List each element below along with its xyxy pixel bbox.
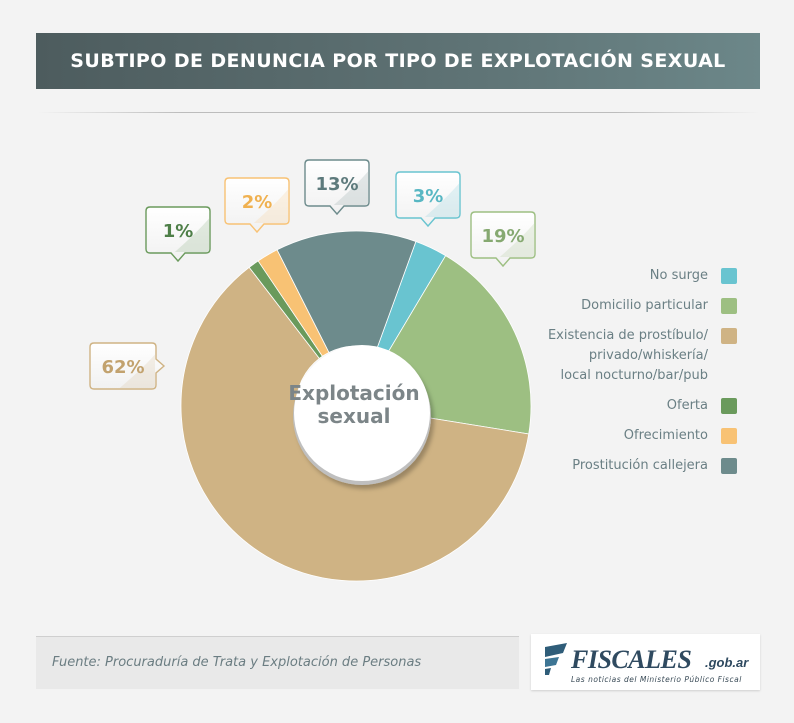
- callout-box: [304, 159, 370, 216]
- footer: Fuente: Procuraduría de Trata y Explotac…: [36, 636, 519, 689]
- center-label-line-2: sexual: [318, 404, 391, 428]
- callout-shade: [119, 354, 155, 388]
- legend-item-oferta: Oferta: [667, 396, 737, 416]
- divider: [38, 112, 760, 113]
- legend-item-prostitucion-callejera: Prostitución callejera: [572, 456, 737, 476]
- chart-title: SUBTIPO DE DENUNCIA POR TIPO DE EXPLOTAC…: [70, 50, 726, 72]
- center-hole: [294, 345, 430, 481]
- legend-label: Domicilio particular: [581, 298, 708, 313]
- data-label-existencia-de-prostibulo-priva: 62%: [101, 357, 144, 378]
- data-label-ofrecimiento: 2%: [242, 192, 273, 213]
- pie-slice-prostitucion-callejera: [276, 230, 417, 353]
- logo: FISCALES .gob.ar Las noticias del Minist…: [531, 634, 760, 690]
- pie-chart: Explotación sexual 3% 19% 62% 1% 2% 13%: [89, 159, 536, 582]
- callout-shade: [253, 189, 288, 223]
- legend-swatch: [721, 328, 737, 344]
- logo-name: FISCALES: [571, 645, 692, 674]
- callout-shade: [499, 223, 534, 257]
- title-banner: SUBTIPO DE DENUNCIA POR TIPO DE EXPLOTAC…: [36, 33, 760, 89]
- legend-swatch: [721, 428, 737, 444]
- legend-item-ofrecimiento: Ofrecimiento: [624, 426, 737, 446]
- legend-item-domicilio-particular: Domicilio particular: [581, 296, 737, 316]
- callout-box: [395, 171, 461, 228]
- data-label-oferta: 1%: [163, 221, 194, 242]
- data-label-no-surge: 3%: [413, 186, 444, 207]
- center-label-line-1: Explotación: [288, 381, 419, 405]
- callout-oferta: 1%: [145, 206, 211, 263]
- callout-box: [89, 342, 166, 390]
- callout-box: [145, 206, 211, 263]
- callout-existencia-de-prostibulo-priva: 62%: [89, 342, 166, 390]
- logo-tagline: Las noticias del Ministerio Público Fisc…: [571, 675, 742, 684]
- legend-label: No surge: [649, 268, 708, 283]
- legend-item-no-surge: No surge: [650, 266, 737, 286]
- source-note: Fuente: Procuraduría de Trata y Explotac…: [52, 655, 422, 670]
- callout-shade: [424, 183, 459, 217]
- callout-ofrecimiento: 2%: [224, 177, 290, 234]
- legend-swatch: [721, 398, 737, 414]
- callout-no-surge: 3%: [395, 171, 461, 228]
- callout-box: [224, 177, 290, 234]
- logo-domain: .gob.ar: [705, 655, 749, 670]
- logo-flag-icon: [545, 643, 567, 675]
- legend-label: Oferta: [666, 398, 708, 413]
- callout-prostitucion-callejera: 13%: [304, 159, 370, 216]
- callout-shade: [333, 171, 368, 205]
- legend-label: Existencia de prostíbulo/ privado/whiske…: [547, 328, 708, 383]
- legend-swatch: [721, 268, 737, 284]
- legend-swatch: [721, 298, 737, 314]
- callout-shade: [174, 218, 209, 252]
- legend-swatch: [721, 458, 737, 474]
- legend-item-existencia-de-prostibulo-priva: Existencia de prostíbulo/ privado/whiske…: [548, 326, 737, 386]
- callout-box: [470, 211, 536, 268]
- data-label-domicilio-particular: 19%: [481, 226, 524, 247]
- legend-label: Ofrecimiento: [623, 428, 708, 443]
- legend-label: Prostitución callejera: [572, 458, 708, 473]
- callout-domicilio-particular: 19%: [470, 211, 536, 268]
- data-label-prostitucion-callejera: 13%: [315, 174, 358, 195]
